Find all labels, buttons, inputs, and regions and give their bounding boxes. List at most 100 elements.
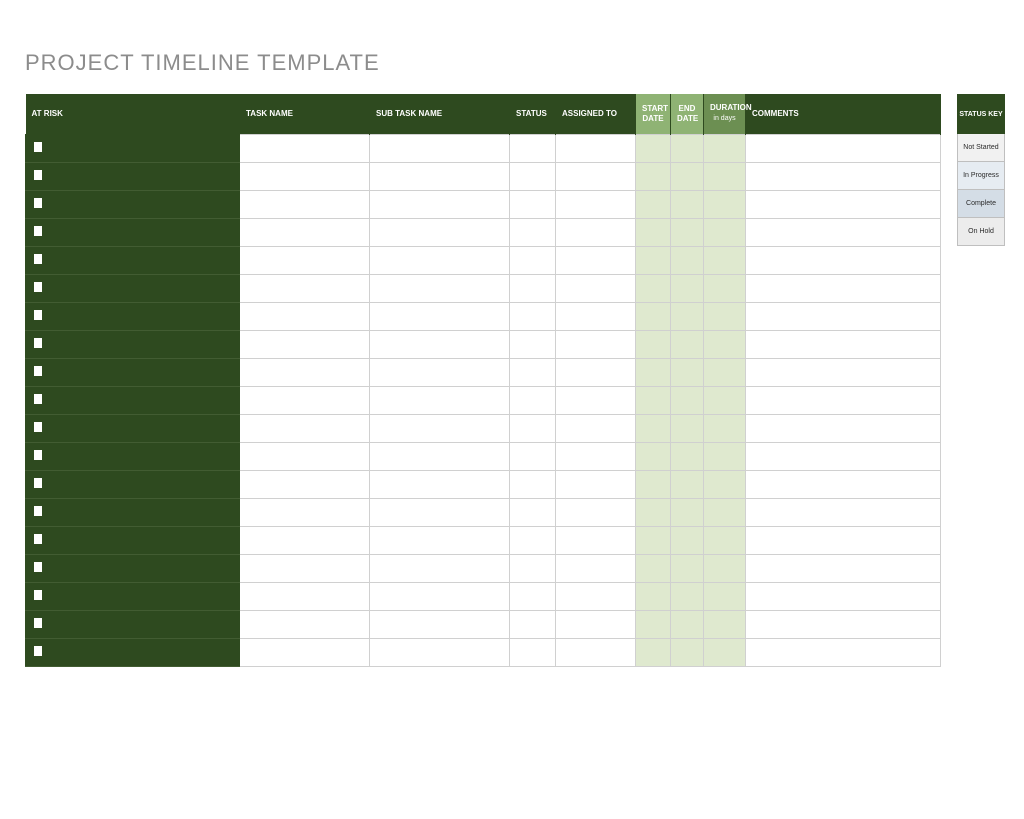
cell-comments[interactable] <box>746 302 941 330</box>
cell-subtask[interactable] <box>370 162 510 190</box>
risk-checkbox[interactable] <box>34 618 42 628</box>
cell-end[interactable] <box>671 414 704 442</box>
cell-subtask[interactable] <box>370 582 510 610</box>
risk-checkbox[interactable] <box>34 562 42 572</box>
cell-end[interactable] <box>671 302 704 330</box>
cell-at_risk[interactable] <box>26 386 240 414</box>
cell-task[interactable] <box>240 554 370 582</box>
cell-task[interactable] <box>240 358 370 386</box>
cell-comments[interactable] <box>746 358 941 386</box>
cell-subtask[interactable] <box>370 442 510 470</box>
risk-checkbox[interactable] <box>34 198 42 208</box>
cell-at_risk[interactable] <box>26 162 240 190</box>
cell-duration[interactable] <box>704 470 746 498</box>
risk-checkbox[interactable] <box>34 142 42 152</box>
cell-start[interactable] <box>636 246 671 274</box>
cell-subtask[interactable] <box>370 134 510 162</box>
cell-task[interactable] <box>240 610 370 638</box>
cell-duration[interactable] <box>704 526 746 554</box>
cell-start[interactable] <box>636 442 671 470</box>
cell-assigned[interactable] <box>556 218 636 246</box>
cell-at_risk[interactable] <box>26 358 240 386</box>
cell-assigned[interactable] <box>556 442 636 470</box>
cell-task[interactable] <box>240 414 370 442</box>
cell-duration[interactable] <box>704 554 746 582</box>
cell-at_risk[interactable] <box>26 554 240 582</box>
risk-checkbox[interactable] <box>34 646 42 656</box>
cell-assigned[interactable] <box>556 470 636 498</box>
cell-assigned[interactable] <box>556 330 636 358</box>
cell-subtask[interactable] <box>370 554 510 582</box>
cell-subtask[interactable] <box>370 526 510 554</box>
risk-checkbox[interactable] <box>34 282 42 292</box>
cell-end[interactable] <box>671 330 704 358</box>
cell-end[interactable] <box>671 162 704 190</box>
cell-status[interactable] <box>510 498 556 526</box>
cell-duration[interactable] <box>704 274 746 302</box>
cell-start[interactable] <box>636 190 671 218</box>
cell-comments[interactable] <box>746 582 941 610</box>
cell-assigned[interactable] <box>556 302 636 330</box>
cell-end[interactable] <box>671 498 704 526</box>
cell-comments[interactable] <box>746 610 941 638</box>
risk-checkbox[interactable] <box>34 170 42 180</box>
cell-status[interactable] <box>510 582 556 610</box>
cell-task[interactable] <box>240 442 370 470</box>
cell-at_risk[interactable] <box>26 218 240 246</box>
cell-comments[interactable] <box>746 246 941 274</box>
cell-comments[interactable] <box>746 414 941 442</box>
cell-at_risk[interactable] <box>26 526 240 554</box>
risk-checkbox[interactable] <box>34 450 42 460</box>
cell-at_risk[interactable] <box>26 190 240 218</box>
cell-end[interactable] <box>671 218 704 246</box>
cell-assigned[interactable] <box>556 190 636 218</box>
cell-end[interactable] <box>671 246 704 274</box>
cell-at_risk[interactable] <box>26 274 240 302</box>
cell-status[interactable] <box>510 302 556 330</box>
cell-assigned[interactable] <box>556 162 636 190</box>
cell-subtask[interactable] <box>370 386 510 414</box>
cell-subtask[interactable] <box>370 470 510 498</box>
cell-comments[interactable] <box>746 526 941 554</box>
cell-duration[interactable] <box>704 498 746 526</box>
cell-comments[interactable] <box>746 470 941 498</box>
risk-checkbox[interactable] <box>34 226 42 236</box>
cell-start[interactable] <box>636 414 671 442</box>
cell-status[interactable] <box>510 162 556 190</box>
cell-assigned[interactable] <box>556 498 636 526</box>
cell-comments[interactable] <box>746 162 941 190</box>
cell-task[interactable] <box>240 498 370 526</box>
cell-duration[interactable] <box>704 162 746 190</box>
cell-duration[interactable] <box>704 246 746 274</box>
cell-start[interactable] <box>636 134 671 162</box>
cell-assigned[interactable] <box>556 386 636 414</box>
cell-end[interactable] <box>671 526 704 554</box>
risk-checkbox[interactable] <box>34 478 42 488</box>
cell-assigned[interactable] <box>556 358 636 386</box>
cell-start[interactable] <box>636 498 671 526</box>
cell-start[interactable] <box>636 526 671 554</box>
cell-assigned[interactable] <box>556 246 636 274</box>
cell-task[interactable] <box>240 134 370 162</box>
cell-start[interactable] <box>636 162 671 190</box>
cell-status[interactable] <box>510 554 556 582</box>
cell-task[interactable] <box>240 386 370 414</box>
cell-end[interactable] <box>671 274 704 302</box>
cell-duration[interactable] <box>704 442 746 470</box>
cell-at_risk[interactable] <box>26 498 240 526</box>
cell-assigned[interactable] <box>556 526 636 554</box>
cell-status[interactable] <box>510 610 556 638</box>
cell-duration[interactable] <box>704 582 746 610</box>
cell-task[interactable] <box>240 162 370 190</box>
cell-subtask[interactable] <box>370 638 510 666</box>
risk-checkbox[interactable] <box>34 394 42 404</box>
cell-duration[interactable] <box>704 330 746 358</box>
cell-status[interactable] <box>510 190 556 218</box>
cell-at_risk[interactable] <box>26 134 240 162</box>
cell-comments[interactable] <box>746 218 941 246</box>
cell-status[interactable] <box>510 330 556 358</box>
cell-start[interactable] <box>636 610 671 638</box>
cell-subtask[interactable] <box>370 190 510 218</box>
cell-comments[interactable] <box>746 190 941 218</box>
cell-subtask[interactable] <box>370 302 510 330</box>
